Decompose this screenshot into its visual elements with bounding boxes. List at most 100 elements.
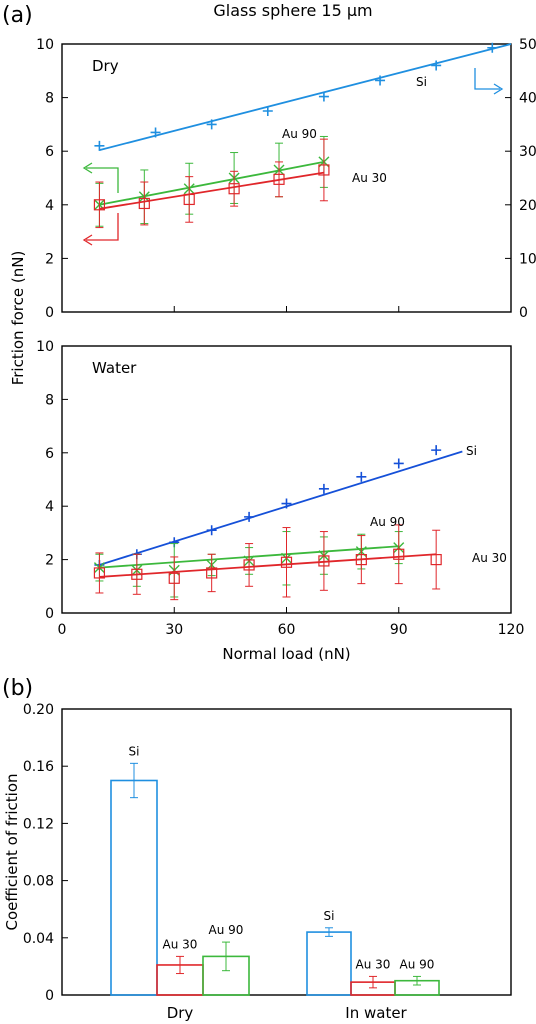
y2-tick-label: 10 (519, 251, 536, 267)
x-tick-label: 0 (58, 622, 67, 638)
panel-b-label: (b) (2, 676, 33, 701)
au-30-data-point (168, 572, 180, 584)
y-tick-label: 4 (45, 198, 54, 214)
au30-left-axis-arrow (86, 213, 119, 241)
si-data-point (393, 458, 404, 469)
au-30-fit-line (99, 553, 437, 578)
si-bar (110, 779, 158, 996)
au90-annotation: Au 90 (282, 127, 317, 141)
si-right-axis-arrowhead (493, 83, 504, 95)
si-fit-line (99, 450, 463, 566)
au-30-fit-line (99, 171, 325, 210)
si-data-point (94, 140, 105, 151)
x-axis-label: Normal load (nN) (222, 645, 350, 663)
au-30-data-point (280, 556, 293, 568)
y2-tick-label: 40 (519, 91, 536, 107)
si-bar-label: Si (324, 909, 335, 923)
au-30-data-point (355, 553, 367, 566)
si-data-point (206, 119, 217, 130)
x-tick-label: 60 (278, 622, 296, 638)
au-30-data-point (138, 197, 150, 210)
si-bar (306, 931, 352, 996)
y2-tick-label: 0 (519, 305, 528, 321)
au-30-data-point (430, 553, 442, 566)
si-data-point (318, 91, 329, 102)
x-tick-label: 30 (165, 622, 183, 638)
y-tick-label: 0.04 (23, 931, 54, 947)
au-30-data-point (131, 568, 143, 580)
water-plot-panel: 0 2 4 6 8 10 0 30 60 90 120 Normal load (nN) Water Si… (36, 339, 524, 663)
si-data-point (244, 511, 255, 522)
friction-force-axis-label: Friction force (nN) (9, 251, 27, 386)
y-tick-label: 0 (45, 305, 54, 321)
au30-left-axis-arrowhead (82, 234, 93, 246)
y-tick-label: 10 (36, 339, 54, 355)
y-axis-label: Coefficient of friction (3, 773, 21, 930)
y-tick-label: 0.16 (23, 759, 54, 775)
au-30-bar-label: Au 30 (356, 957, 391, 971)
si-data-point (262, 106, 273, 116)
au-90-bar-label: Au 90 (209, 923, 244, 937)
au-30-data-point (93, 199, 106, 211)
au-30-data-point (93, 567, 106, 579)
dry-plot-panel: 0 2 4 6 8 10 0 10 20 30 40 50 Dry Si Au 90 Au 30 (36, 37, 536, 321)
si-data-point (318, 483, 329, 494)
y-tick-label: 8 (45, 91, 54, 107)
coefficient-bar-chart: 0 0.04 0.08 0.12 0.16 0.20 Coefficient of fric… (3, 702, 512, 1022)
au-30-bar-label: Au 30 (163, 937, 198, 951)
y-tick-label: 4 (45, 499, 54, 515)
y-tick-label: 0.12 (23, 816, 54, 832)
au30-annotation: Au 30 (472, 551, 507, 565)
y2-tick-label: 20 (519, 198, 536, 214)
si-data-point (281, 498, 292, 509)
si-data-point (375, 75, 386, 86)
x-tick-label: 120 (498, 622, 525, 638)
au-30-data-point (243, 559, 255, 571)
y-tick-label: 10 (36, 37, 54, 53)
x-tick-label: 90 (390, 622, 408, 638)
au-30-data-point (206, 567, 218, 579)
au-30-data-point (183, 193, 195, 206)
si-annotation: Si (416, 75, 427, 89)
y-tick-label: 0.08 (23, 874, 54, 890)
y-tick-label: 0.20 (23, 702, 54, 718)
si-data-point (431, 60, 442, 71)
au90-left-axis-arrowhead (82, 162, 93, 174)
au-30-data-point (393, 548, 405, 560)
si-right-axis-arrow (474, 68, 500, 90)
au90-left-axis-arrow (86, 167, 119, 193)
au-90-fit-line (99, 161, 325, 206)
au-30-data-point (318, 555, 330, 567)
au-30-data-point (318, 164, 330, 176)
y-tick-label: 8 (45, 392, 54, 408)
y-tick-label: 0 (45, 988, 54, 1004)
au90-annotation: Au 90 (370, 515, 405, 529)
y2-tick-label: 30 (519, 144, 536, 160)
figure-title: Glass sphere 15 μm (213, 1, 372, 20)
panel-a-label: (a) (2, 3, 33, 28)
panel-label: Water (92, 359, 137, 377)
si-data-point (356, 471, 367, 482)
au-90-bar-label: Au 90 (400, 957, 435, 971)
panel-label: Dry (92, 57, 119, 75)
au-30-data-point (228, 183, 240, 195)
au-30-data-point (273, 173, 285, 185)
y-tick-label: 6 (45, 144, 54, 160)
y-tick-label: 2 (45, 553, 54, 569)
si-data-point (487, 42, 498, 53)
y-tick-label: 2 (45, 251, 54, 267)
si-data-point (431, 445, 442, 456)
y-tick-label: 6 (45, 446, 54, 462)
si-fit-line (99, 43, 512, 151)
si-bar-label: Si (129, 744, 140, 758)
category-label: Dry (167, 1004, 194, 1022)
plot-frame (61, 708, 512, 996)
si-data-point (150, 127, 161, 138)
si-data-point (206, 525, 217, 536)
y2-tick-label: 50 (519, 37, 536, 53)
si-annotation: Si (466, 444, 477, 458)
category-label: In water (345, 1004, 407, 1022)
y-tick-label: 0 (45, 606, 54, 622)
au30-annotation: Au 30 (352, 171, 387, 185)
